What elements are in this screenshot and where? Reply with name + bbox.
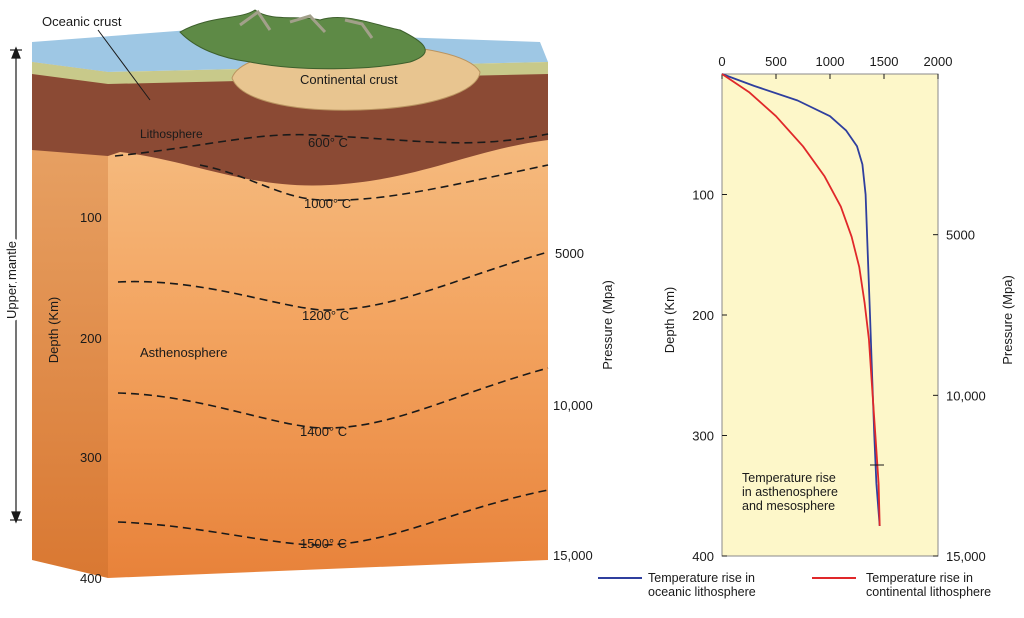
block-depth-tick-300: 300 bbox=[80, 450, 102, 465]
asthenosphere-label: Asthenosphere bbox=[140, 345, 227, 360]
chart-y-tick-label: 200 bbox=[692, 308, 714, 323]
chart-x-tick-label: 0 bbox=[718, 54, 725, 69]
chart-y2-tick-label: 5000 bbox=[946, 228, 975, 243]
legend-label-oceanic: Temperature rise in oceanic lithosphere bbox=[648, 571, 756, 599]
upper-mantle-bracket bbox=[10, 46, 22, 524]
upper-mantle-label: Upper mantle bbox=[4, 241, 19, 319]
block-pressure-axis-label: Pressure (Mpa) bbox=[600, 280, 615, 370]
chart-x-tick-label: 2000 bbox=[924, 54, 953, 69]
chart-y-tick-label: 100 bbox=[692, 188, 714, 203]
oceanic-crust-leader bbox=[97, 29, 151, 101]
isotherm-1500 bbox=[117, 489, 549, 546]
chart-y-tick-label: 300 bbox=[692, 429, 714, 444]
continental-crust-label: Continental crust bbox=[300, 72, 398, 87]
isotherm-1000 bbox=[199, 164, 549, 202]
chart-legend: Temperature rise in oceanic lithosphere Te… bbox=[598, 571, 991, 599]
isotherm-label-1000: 1000° C bbox=[304, 196, 351, 211]
chart-x-tick-label: 500 bbox=[765, 54, 787, 69]
chart-y2-tick-label: 15,000 bbox=[946, 549, 986, 564]
isotherm-label-1500: 1500° C bbox=[300, 536, 347, 551]
chart-annotation: Temperature rise in asthenosphere and meso… bbox=[742, 471, 838, 513]
isotherm-label-1400: 1400° C bbox=[300, 424, 347, 439]
lithosphere-label: Lithosphere bbox=[140, 127, 203, 141]
geotherm-chart: 0 500 1000 1500 2000 100 200 300 400 5000 10,000… bbox=[598, 54, 1015, 599]
chart-y-axis-label: Depth (Km) bbox=[662, 287, 677, 353]
chart-series-line-continental bbox=[721, 73, 881, 526]
oceanic-crust-label: Oceanic crust bbox=[42, 14, 122, 29]
block-depth-tick-200: 200 bbox=[80, 331, 102, 346]
chart-series bbox=[721, 73, 881, 526]
chart-y2-ticks: 5000 10,000 15,000 bbox=[933, 228, 986, 564]
isotherm-label-1200: 1200° C bbox=[302, 308, 349, 323]
asthenosphere-layer bbox=[108, 72, 548, 578]
isotherm-lines bbox=[114, 133, 549, 546]
block-depth-tick-100: 100 bbox=[80, 210, 102, 225]
mountain-peaks bbox=[239, 9, 374, 39]
legend-label-continental: Temperature rise in continental lithosphe… bbox=[866, 571, 991, 599]
isotherm-1400 bbox=[117, 367, 549, 429]
block-depth-tick-400: 400 bbox=[80, 571, 102, 586]
chart-x-tick-label: 1500 bbox=[870, 54, 899, 69]
block-pressure-tick-5000: 5000 bbox=[555, 246, 584, 261]
chart-y2-tick-label: 10,000 bbox=[946, 388, 986, 403]
isotherm-label-600: 600° C bbox=[308, 135, 348, 150]
isotherm-600 bbox=[114, 133, 549, 157]
chart-plot-area bbox=[721, 73, 939, 557]
chart-y-ticks: 100 200 300 400 bbox=[692, 188, 727, 564]
block-diagram: 600° C 1000° C 1200° C 1400° C 1500° C O… bbox=[1, 9, 615, 586]
chart-y2-axis-label: Pressure (Mpa) bbox=[1000, 275, 1015, 365]
isotherm-1200 bbox=[117, 251, 549, 311]
chart-x-ticks: 0 500 1000 1500 2000 bbox=[718, 54, 952, 79]
chart-x-tick-label: 1000 bbox=[816, 54, 845, 69]
block-side-face bbox=[32, 62, 108, 578]
block-pressure-tick-10000: 10,000 bbox=[553, 398, 593, 413]
chart-y-tick-label: 400 bbox=[692, 549, 714, 564]
block-pressure-tick-15000: 15,000 bbox=[553, 548, 593, 563]
block-depth-axis-label: Depth (Km) bbox=[46, 297, 61, 363]
